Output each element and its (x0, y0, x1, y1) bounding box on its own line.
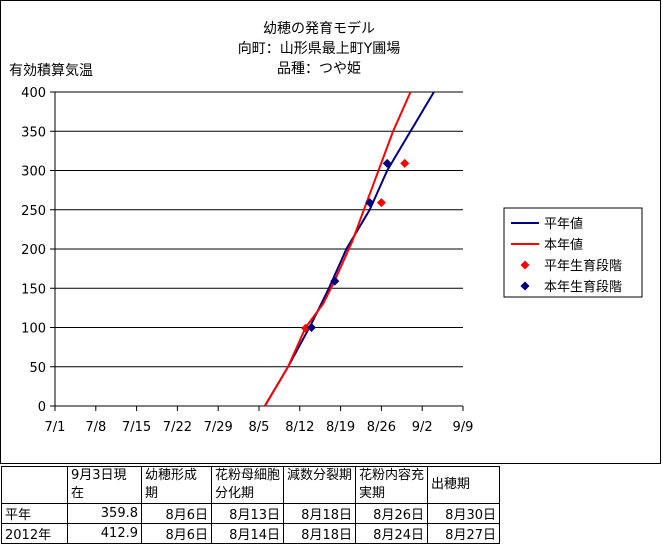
stage-marker (376, 198, 386, 208)
x-tick-label: 9/2 (412, 420, 433, 435)
x-tick-label: 7/22 (163, 420, 192, 435)
header-heading: 出穂期 (427, 466, 500, 504)
header-current-date: 9月3日現在 (67, 466, 142, 504)
legend-label: 本年生育段階 (544, 279, 622, 295)
growth-stage-table: 9月3日現在 幼穂形成期 花粉母細胞分化期 減数分裂期 花粉内容充実期 出穂期 … (1, 466, 500, 544)
cell-date: 8月18日 (283, 523, 356, 544)
table-row: 2012年 412.9 8月6日 8月14日 8月18日 8月24日 8月27日 (1, 523, 500, 544)
y-tick-label: 150 (21, 282, 46, 297)
header-cell-empty (1, 466, 68, 504)
cell-date: 8月26日 (355, 503, 428, 524)
y-tick-label: 300 (21, 165, 46, 180)
chart-title-line: 品種：つや姫 (277, 61, 361, 77)
header-pollen-filling: 花粉内容充実期 (355, 466, 428, 504)
x-tick-label: 8/12 (285, 420, 314, 435)
stage-marker (365, 198, 375, 208)
y-tick-label: 400 (21, 86, 46, 101)
cell-date: 8月24日 (355, 523, 428, 544)
header-pollen-mother-cell: 花粉母細胞分化期 (211, 466, 284, 504)
series-line (263, 91, 435, 407)
stage-marker (382, 158, 392, 168)
cell-date: 8月30日 (427, 503, 500, 524)
table-row: 平年 359.8 8月6日 8月13日 8月18日 8月26日 8月30日 (1, 503, 500, 524)
cell-date: 8月27日 (427, 523, 500, 544)
legend-label: 平年値 (544, 216, 583, 232)
gridlines (55, 91, 463, 368)
y-tick-label: 100 (21, 322, 46, 337)
stage-marker (330, 276, 340, 286)
x-tick-label: 9/9 (453, 420, 474, 435)
y-tick-label: 350 (21, 125, 46, 140)
y-tick-label: 50 (29, 361, 46, 376)
y-tick-label: 200 (21, 243, 46, 258)
x-tick-label: 7/1 (45, 420, 66, 435)
cell-date: 8月6日 (141, 523, 212, 544)
legend-label: 平年生育段階 (544, 258, 622, 274)
stage-marker (400, 158, 410, 168)
series (263, 91, 435, 407)
stage-marker (306, 323, 316, 332)
row-label: 平年 (1, 503, 68, 524)
x-tick-label: 7/8 (85, 420, 106, 435)
x-tick-label: 7/29 (204, 420, 233, 435)
stage-marker (301, 323, 311, 333)
x-tick-label: 7/15 (122, 420, 151, 435)
cell-date: 8月18日 (283, 503, 356, 524)
table-header-row: 9月3日現在 幼穂形成期 花粉母細胞分化期 減数分裂期 花粉内容充実期 出穂期 (1, 466, 500, 504)
legend-label: 本年値 (544, 237, 583, 253)
x-tick-label: 8/26 (367, 420, 396, 435)
cell-date: 8月14日 (211, 523, 284, 544)
cell-date: 8月13日 (211, 503, 284, 524)
cell-date: 8月6日 (141, 503, 212, 524)
y-axis-label: 有効積算気温 (9, 63, 93, 79)
legend-marker-swatch (520, 281, 530, 291)
y-tick-label: 250 (21, 204, 46, 219)
chart-frame: 幼穂の発育モデル向町：山形県最上町Y圃場 品種：つや姫 有効積算気温 0 50 100… (0, 0, 661, 464)
chart-title-line: 幼穂の発育モデル (263, 20, 375, 37)
row-label: 2012年 (1, 523, 68, 544)
y-tick-label: 0 (38, 400, 46, 415)
axes: 0 50 100 150 200 250 300 350 400 7/1 7/8 7/15 7/22 7/… (21, 86, 473, 435)
cell-value: 359.8 (67, 503, 142, 524)
chart-title-line: 向町：山形県最上町Y圃場 (238, 41, 401, 57)
cell-value: 412.9 (67, 523, 142, 544)
header-panicle-formation: 幼穂形成期 (141, 466, 212, 504)
legend-marker-swatch (520, 260, 530, 270)
x-tick-label: 8/19 (326, 420, 355, 435)
x-tick-label: 8/5 (249, 420, 270, 435)
header-meiosis: 減数分裂期 (283, 466, 356, 504)
series-line (263, 91, 412, 407)
